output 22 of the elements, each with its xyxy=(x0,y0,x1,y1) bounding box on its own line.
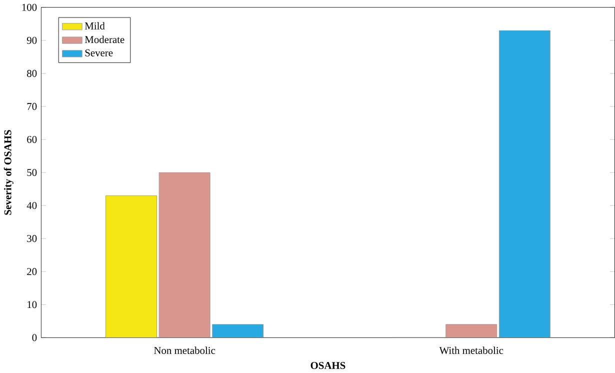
y-tick-label: 30 xyxy=(27,235,37,242)
y-tick-label: 70 xyxy=(27,102,37,110)
bar xyxy=(106,195,157,338)
y-tick-label: 100 xyxy=(22,4,37,11)
x-tick-label: Non metabolic xyxy=(154,346,216,354)
bar xyxy=(446,324,498,338)
x-tick-label: With metabolic xyxy=(439,346,504,354)
y-tick-label: 0 xyxy=(32,334,37,342)
x-axis-title: OSAHS xyxy=(310,362,346,370)
legend-label: Severe xyxy=(85,49,113,56)
y-tick-label: 40 xyxy=(26,202,37,210)
legend-label: Mild xyxy=(84,22,105,30)
y-tick-label: 50 xyxy=(27,169,37,176)
y-tick-label: 60 xyxy=(27,136,37,144)
bar xyxy=(212,324,264,338)
y-tick-label: 80 xyxy=(27,70,37,77)
y-tick-label: 90 xyxy=(26,36,37,44)
legend-label: Moderate xyxy=(84,36,124,44)
y-tick-label: 10 xyxy=(28,301,37,308)
y-tick-label: 20 xyxy=(27,268,37,276)
y-axis-title: Severity of OSAHS xyxy=(4,130,14,215)
bar xyxy=(498,30,550,338)
